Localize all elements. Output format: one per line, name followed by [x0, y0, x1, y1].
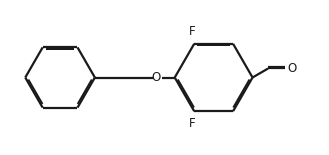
Text: F: F	[189, 117, 196, 130]
Text: O: O	[151, 71, 161, 84]
Text: O: O	[288, 62, 297, 75]
Text: F: F	[189, 25, 196, 38]
